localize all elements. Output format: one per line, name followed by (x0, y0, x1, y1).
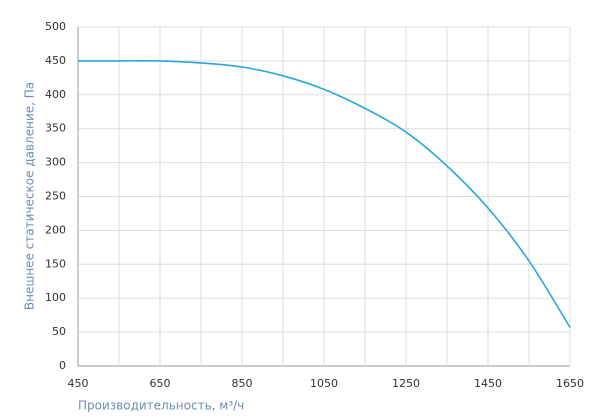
x-tick-label: 450 (68, 377, 89, 390)
y-tick-label: 350 (45, 122, 66, 135)
x-tick-label: 1450 (474, 377, 502, 390)
x-tick-label: 1650 (556, 377, 584, 390)
y-axis-title: Внешнее статическое давление, Па (23, 82, 37, 310)
x-tick-label: 650 (150, 377, 171, 390)
y-tick-label: 450 (45, 54, 66, 67)
y-tick-label: 400 (45, 88, 66, 101)
x-axis-title: Производительность, м³/ч (78, 399, 244, 413)
y-tick-label: 150 (45, 257, 66, 270)
y-tick-label: 250 (45, 190, 66, 203)
x-tick-label: 850 (232, 377, 253, 390)
y-tick-label: 50 (52, 325, 66, 338)
x-tick-label: 1250 (392, 377, 420, 390)
y-tick-label: 100 (45, 291, 66, 304)
y-tick-label: 200 (45, 223, 66, 236)
y-tick-label: 500 (45, 20, 66, 33)
y-tick-label: 0 (59, 359, 66, 372)
line (78, 59, 571, 328)
x-tick-label: 1050 (310, 377, 338, 390)
y-tick-label: 300 (45, 156, 66, 169)
